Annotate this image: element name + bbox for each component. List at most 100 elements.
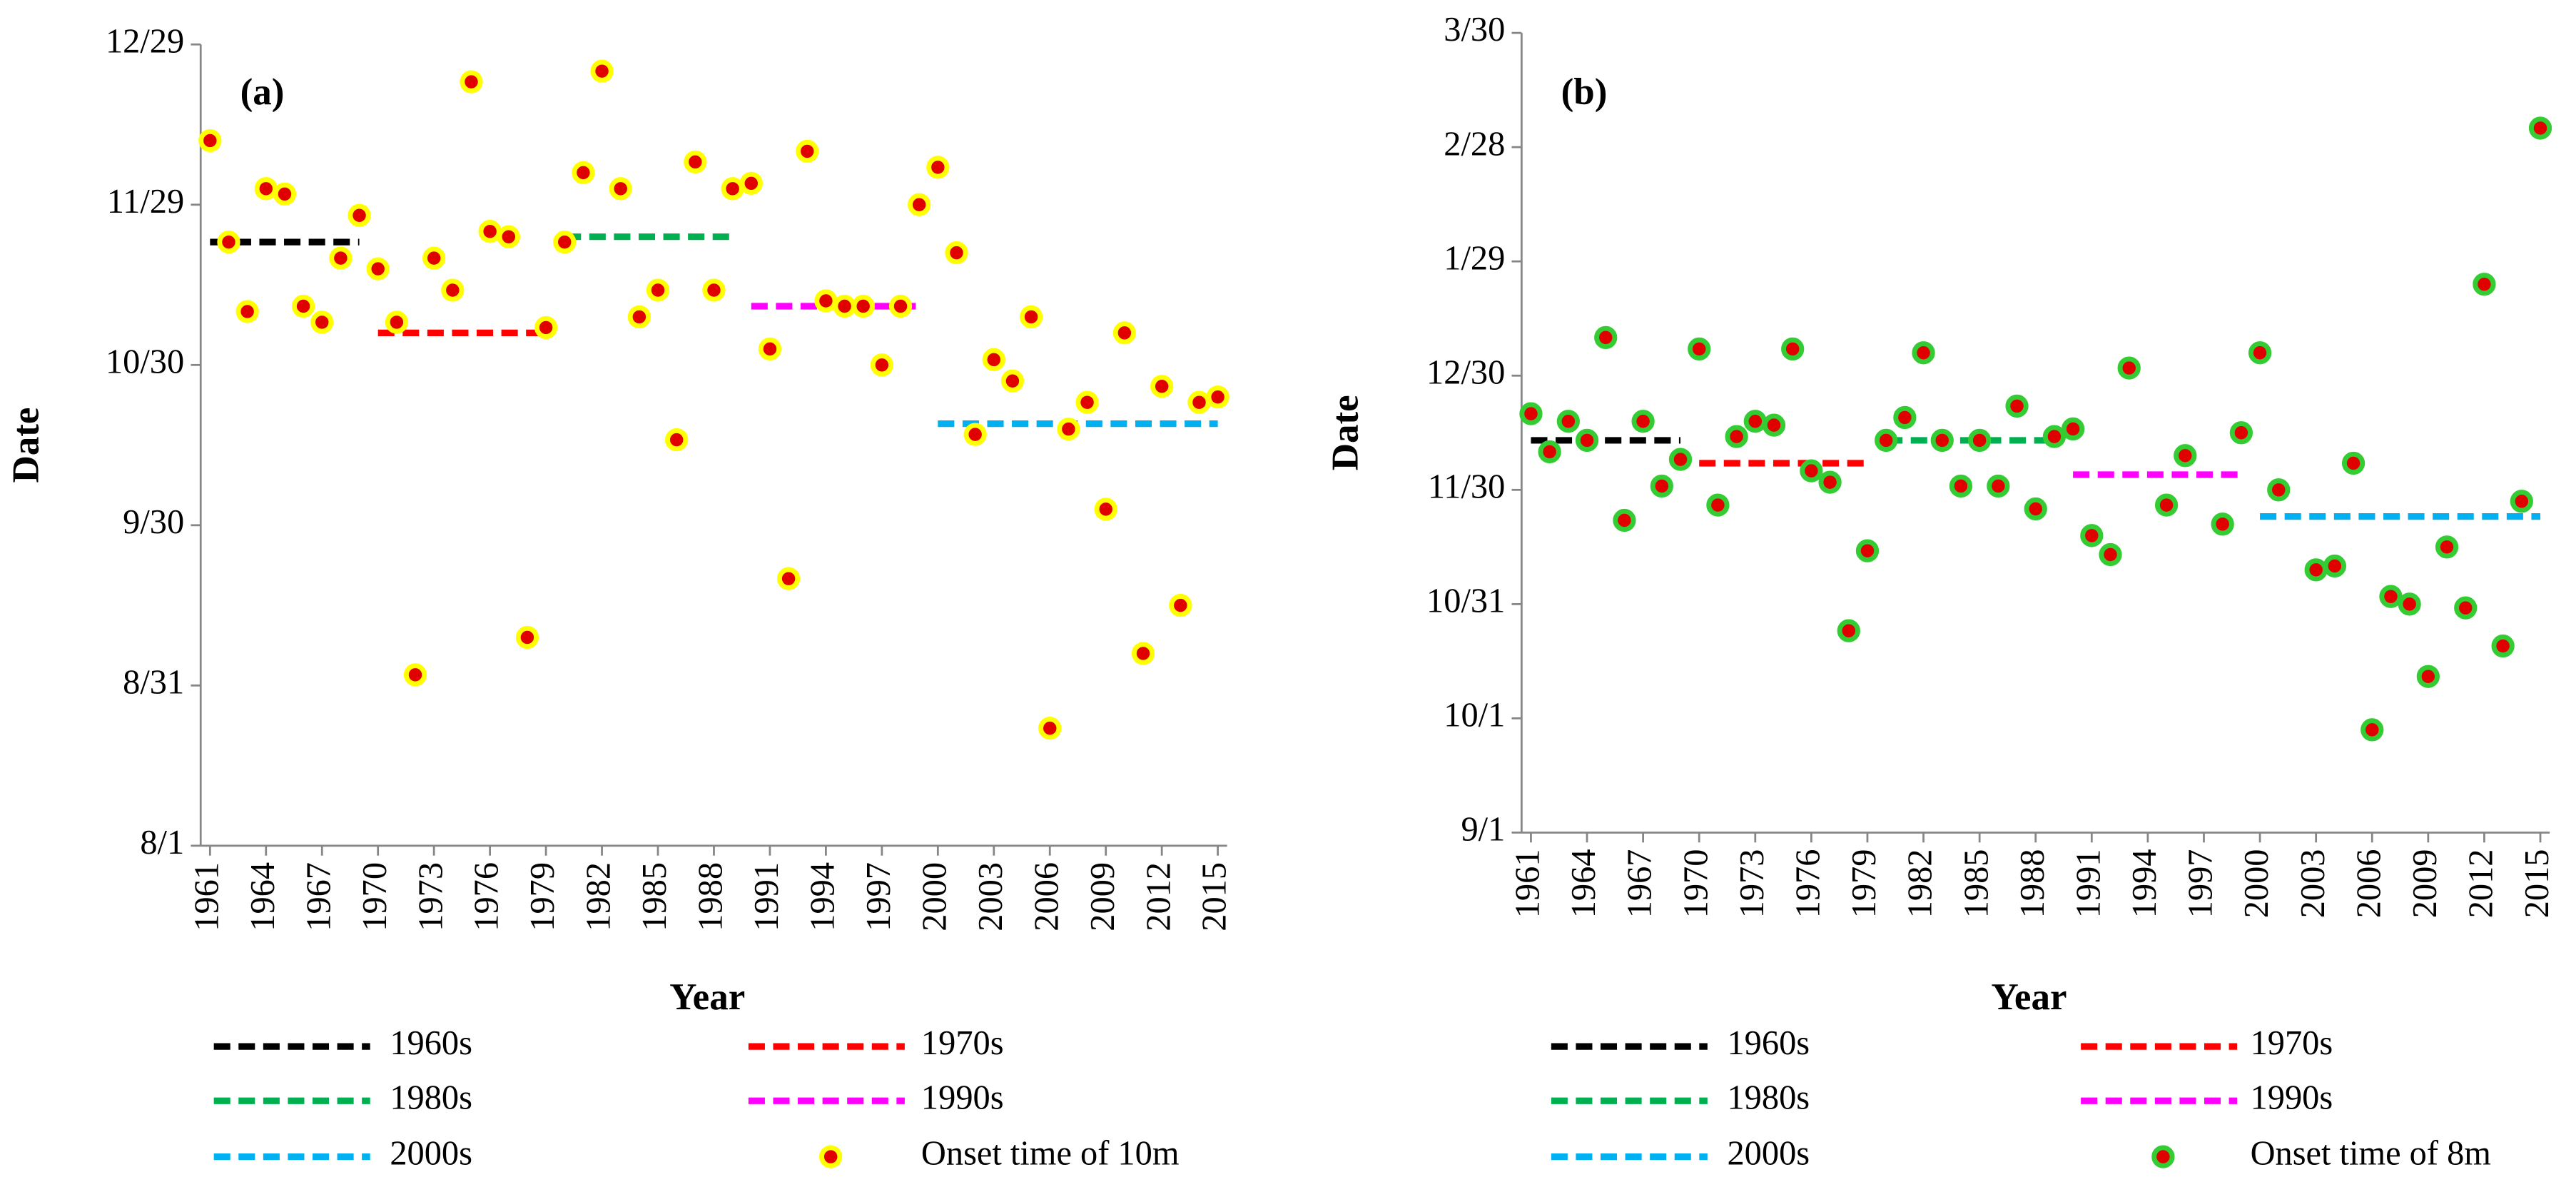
y-tick-label: 10/1 (1444, 697, 1505, 734)
onset-point (497, 225, 520, 248)
x-tick-label: 1976 (1789, 849, 1827, 919)
y-tick-label: 2/28 (1444, 125, 1505, 163)
onset-point (908, 193, 931, 216)
x-tick-label: 1997 (860, 862, 898, 931)
x-tick-label: 1976 (468, 862, 506, 931)
onset-point (1206, 385, 1229, 409)
onset-point (291, 294, 315, 318)
x-axis-label: Year (1992, 976, 2067, 1018)
onset-point (2042, 425, 2067, 448)
x-tick-label: 2000 (916, 862, 953, 931)
x-tick-label: 1982 (1902, 849, 1939, 919)
onset-point (1893, 405, 1917, 430)
x-tick-label: 1991 (748, 862, 786, 931)
onset-point (1075, 390, 1099, 414)
legend-label: Onset time of 8m (2251, 1135, 2491, 1173)
onset-point (1930, 428, 1954, 453)
onset-point (1968, 428, 1992, 453)
x-tick-label: 1967 (1621, 849, 1659, 919)
onset-point (1150, 375, 1174, 398)
x-tick-label: 1994 (2126, 849, 2164, 919)
legend-label: 1990s (921, 1079, 1004, 1116)
y-tick-label: 11/30 (1428, 468, 1505, 505)
x-tick-label: 1997 (2182, 849, 2220, 919)
x-tick-label: 2000 (2238, 849, 2276, 919)
onset-point (2341, 451, 2365, 475)
x-tick-label: 1961 (1509, 849, 1547, 919)
onset-point (2211, 512, 2234, 536)
x-tick-label: 1982 (580, 862, 618, 931)
x-tick-label: 1991 (2069, 849, 2107, 919)
onset-point (1706, 493, 1730, 517)
onset-point (348, 203, 371, 227)
onset-point (1987, 474, 2010, 498)
onset-point (888, 294, 913, 318)
onset-point (926, 156, 950, 179)
x-tick-label: 1964 (1565, 849, 1603, 919)
onset-point (1594, 325, 1618, 350)
x-tick-label: 2003 (972, 862, 1010, 931)
x-tick-label: 2006 (1028, 862, 1065, 931)
x-tick-label: 2006 (2350, 849, 2388, 919)
onset-point (478, 220, 502, 243)
onset-point (590, 59, 614, 83)
y-tick-label: 12/30 (1426, 353, 1505, 391)
onset-point (1094, 497, 1117, 521)
onset-point (1631, 410, 1655, 433)
onset-point (1875, 428, 1898, 453)
onset-point (627, 305, 651, 329)
onset-point (1818, 470, 1842, 494)
x-tick-label: 2015 (1196, 862, 1234, 931)
onset-point (2229, 421, 2253, 445)
onset-point (1855, 539, 1880, 562)
onset-point (254, 177, 278, 201)
onset-point (366, 257, 390, 281)
x-tick-label: 1964 (244, 862, 282, 931)
onset-point (1688, 337, 1711, 361)
onset-point (982, 348, 1005, 371)
onset-point (1725, 425, 1748, 448)
onset-point (1000, 369, 1025, 393)
onset-point (1112, 321, 1136, 345)
onset-point (198, 128, 222, 153)
x-tick-label: 2009 (1084, 862, 1122, 931)
onset-point (441, 278, 465, 302)
x-tick-label: 2003 (2294, 849, 2332, 919)
y-tick-label: 11/29 (107, 183, 184, 221)
y-tick-label: 8/31 (123, 663, 184, 701)
onset-point (796, 139, 819, 163)
onset-point (1743, 410, 1767, 433)
panel-label: (a) (240, 71, 285, 113)
onset-point (1057, 417, 1080, 441)
onset-point (385, 310, 408, 334)
onset-point (2473, 273, 2496, 296)
onset-point (2061, 417, 2085, 441)
onset-point (1556, 410, 1580, 433)
y-tick-label: 10/30 (106, 343, 184, 380)
x-tick-label: 2009 (2406, 849, 2444, 919)
legend-label: 1990s (2251, 1079, 2333, 1116)
panel-label: (b) (1561, 71, 1608, 113)
y-tick-label: 1/29 (1444, 239, 1505, 277)
legend-label: 1960s (390, 1024, 472, 1062)
onset-point (1019, 305, 1043, 329)
onset-point (235, 300, 259, 323)
onset-point (2174, 444, 2197, 468)
onset-point (2304, 558, 2328, 582)
onset-point (553, 231, 577, 254)
onset-point (1538, 440, 1561, 464)
onset-point (963, 423, 987, 446)
onset-point (2528, 116, 2552, 140)
onset-point (702, 278, 726, 302)
x-tick-label: 1979 (524, 862, 562, 931)
y-tick-label: 8/1 (140, 824, 184, 862)
onset-point (2117, 356, 2141, 380)
y-tick-label: 12/29 (106, 22, 184, 60)
y-tick-label: 9/1 (1461, 811, 1505, 849)
legend-marker (2151, 1145, 2175, 1168)
onset-point (1575, 428, 1599, 453)
onset-point (776, 567, 801, 590)
onset-point (739, 171, 763, 195)
onset-point (217, 231, 240, 254)
legend-label: 1980s (1727, 1079, 1810, 1116)
